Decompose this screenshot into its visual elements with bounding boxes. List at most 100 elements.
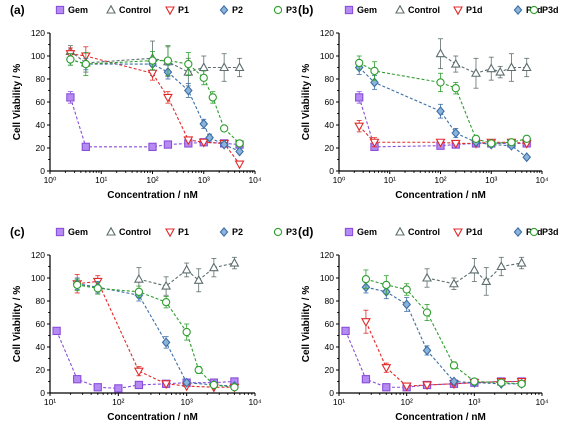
legend-marker (529, 5, 539, 15)
data-point (422, 272, 432, 282)
legend-marker (395, 226, 405, 236)
x-tick-label: 10⁴ (248, 175, 261, 185)
legend: GemControlP1dP2dP3d (344, 226, 559, 238)
data-point (450, 139, 461, 149)
data-point (422, 345, 432, 356)
data-point (229, 257, 240, 267)
legend: GemControlP1dP2dP3d (344, 4, 559, 16)
legend-marker (219, 226, 229, 238)
data-point (114, 384, 123, 393)
data-point (402, 285, 411, 294)
data-point (163, 140, 173, 149)
legend-marker (344, 5, 354, 15)
legend-entry: Gem (357, 227, 377, 237)
x-tick-label: 10⁴ (535, 397, 548, 407)
data-point (208, 262, 219, 272)
data-point (182, 327, 191, 337)
series-control (435, 38, 532, 89)
series-line (138, 262, 235, 287)
legend-entry: Gem (357, 5, 377, 15)
data-point (516, 257, 527, 267)
data-point (73, 280, 82, 290)
y-tick-label: 40 (325, 342, 335, 352)
data-point (422, 308, 432, 317)
panel-label: (a) (10, 3, 25, 17)
legend-marker (55, 5, 65, 15)
panel-b: (b)GemControlP1dP2dP3d02040608010012010⁰… (298, 3, 559, 201)
data-point (449, 361, 459, 370)
series-control (133, 256, 240, 296)
series-line (365, 321, 522, 387)
x-tick-label: 10³ (485, 175, 497, 185)
data-point (436, 78, 445, 87)
series-line (358, 67, 528, 158)
data-point (471, 67, 481, 77)
x-tick-label: 10⁰ (333, 175, 346, 185)
data-point (355, 58, 364, 68)
data-point (133, 367, 144, 377)
x-tick-label: 10⁴ (248, 397, 261, 407)
data-point (162, 93, 173, 103)
data-point (134, 380, 144, 390)
y-tick-label: 100 (320, 51, 334, 61)
y-tick-label: 20 (325, 143, 335, 153)
legend-entry: Control (408, 5, 440, 15)
data-point (163, 56, 173, 65)
legend-entry: Control (408, 227, 440, 237)
data-point (181, 264, 192, 274)
data-point (521, 62, 532, 72)
series-p3 (66, 45, 244, 148)
series-p3d (361, 269, 526, 388)
data-point (517, 379, 526, 388)
y-tick-label: 40 (36, 120, 46, 130)
data-point (193, 274, 204, 284)
y-tick-label: 120 (31, 250, 45, 260)
data-point (382, 383, 391, 392)
data-point (52, 326, 61, 336)
data-point (66, 55, 75, 64)
y-tick-label: 40 (325, 120, 335, 130)
legend-entry: P3 (286, 5, 297, 15)
legend: Gem Control P1 P2 P3 (55, 226, 297, 238)
data-point (435, 138, 446, 148)
data-point (230, 383, 239, 392)
y-tick-label: 120 (320, 28, 334, 38)
series-line (426, 262, 522, 285)
data-point (194, 365, 203, 375)
legend-marker (529, 227, 539, 237)
data-point (161, 297, 171, 307)
x-tick-label: 10³ (181, 397, 193, 407)
data-point (93, 284, 102, 293)
data-point (382, 280, 391, 290)
legend-marker (273, 5, 283, 15)
y-tick-label: 60 (36, 97, 46, 107)
data-point (450, 58, 461, 68)
data-point (81, 59, 90, 69)
y-tick-label: 20 (36, 143, 46, 153)
data-point (486, 63, 497, 73)
panel-d: (d)GemControlP1dP2dP3d02040608010012010¹… (298, 225, 559, 423)
data-point (199, 73, 208, 82)
x-tick-label: 10² (146, 175, 158, 185)
data-point (435, 48, 446, 58)
x-axis-title: Concentration / nM (107, 412, 198, 423)
x-tick-label: 10¹ (333, 397, 345, 407)
data-point (81, 142, 90, 151)
data-point (235, 146, 244, 157)
data-point (487, 139, 496, 148)
data-point (219, 62, 230, 72)
y-tick-label: 40 (36, 342, 46, 352)
data-point (209, 380, 219, 390)
data-point (495, 66, 506, 76)
y-axis-title: Cell Viability / % (301, 64, 312, 141)
data-point (471, 134, 481, 143)
y-tick-label: 80 (36, 74, 46, 84)
data-point (360, 318, 371, 328)
data-point (205, 132, 214, 143)
data-point (219, 139, 229, 150)
x-axis-title: Concentration / nM (107, 190, 198, 201)
data-point (208, 93, 217, 102)
series-line (345, 330, 522, 388)
x-tick-label: 10⁴ (535, 175, 548, 185)
data-point (148, 142, 157, 151)
